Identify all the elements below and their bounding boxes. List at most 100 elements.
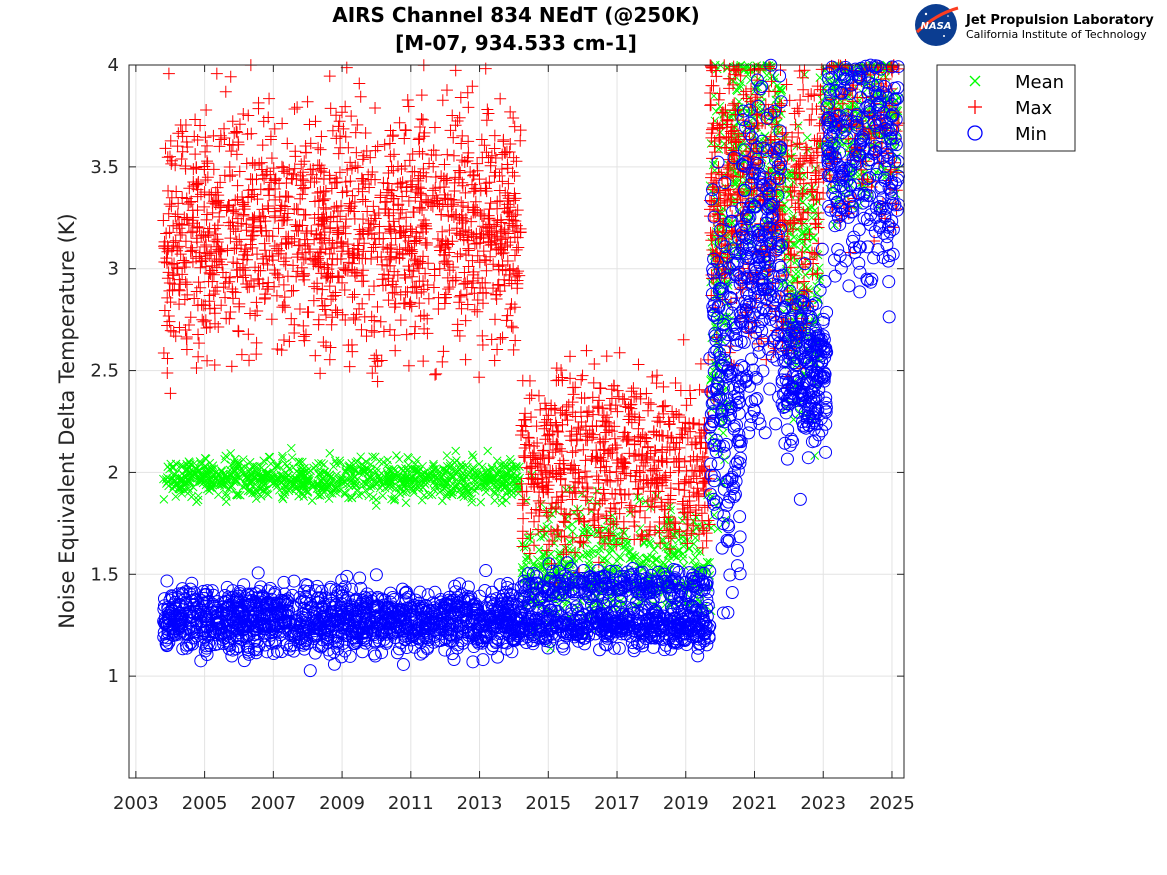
mean-point: [371, 501, 381, 511]
mean-point: [278, 453, 287, 463]
mean-point: [702, 557, 712, 567]
mean-point: [616, 553, 626, 563]
mean-point: [460, 482, 470, 491]
mean-point: [651, 555, 660, 564]
mean-point: [319, 460, 329, 469]
mean-point: [214, 490, 223, 500]
mean-point: [585, 556, 594, 566]
mean-point: [429, 461, 438, 471]
mean-point: [507, 490, 516, 500]
mean-point: [625, 508, 635, 518]
mean-point: [205, 483, 215, 492]
mean-point: [512, 481, 522, 490]
mean-point: [296, 463, 306, 473]
mean-point: [204, 465, 214, 474]
mean-point: [649, 545, 659, 555]
mean-point: [325, 488, 335, 498]
mean-point: [427, 490, 437, 500]
mean-point: [406, 475, 415, 485]
data-points: [157, 58, 905, 678]
mean-point: [684, 544, 694, 554]
mean-point: [349, 464, 359, 474]
mean-point: [184, 457, 194, 466]
mean-point: [568, 527, 577, 536]
mean-point: [221, 489, 231, 498]
mean-point: [200, 471, 209, 481]
mean-point: [468, 453, 478, 462]
mean-point: [452, 456, 461, 465]
mean-point: [440, 469, 450, 478]
mean-point: [162, 473, 172, 482]
mean-point: [194, 467, 204, 477]
mean-point: [331, 483, 341, 493]
mean-point: [684, 543, 694, 553]
mean-point: [456, 490, 466, 500]
mean-point: [505, 465, 515, 474]
mean-point: [361, 457, 371, 467]
mean-point: [647, 552, 656, 562]
mean-point: [317, 476, 326, 486]
mean-point: [675, 545, 685, 555]
mean-point: [512, 461, 521, 471]
mean-point: [407, 464, 417, 474]
mean-point: [630, 552, 640, 561]
mean-point: [497, 470, 506, 480]
mean-point: [637, 563, 647, 573]
mean-point: [163, 477, 172, 486]
mean-point: [534, 545, 544, 555]
mean-point: [455, 485, 465, 495]
mean-point: [501, 482, 510, 492]
mean-point: [481, 487, 491, 497]
mean-point: [430, 481, 440, 490]
mean-point: [619, 541, 629, 551]
mean-point: [395, 454, 404, 464]
mean-point: [245, 465, 255, 474]
mean-point: [429, 472, 439, 482]
mean-point: [344, 493, 353, 503]
mean-point: [418, 470, 428, 480]
mean-point: [577, 489, 587, 498]
mean-point: [409, 488, 419, 498]
mean-point: [300, 463, 309, 473]
mean-point: [159, 495, 169, 504]
mean-point: [494, 465, 504, 475]
mean-point: [372, 464, 382, 474]
mean-point: [206, 475, 216, 485]
mean-point: [217, 467, 227, 476]
mean-point: [585, 549, 595, 558]
mean-point: [407, 472, 417, 482]
mean-point: [658, 558, 668, 567]
mean-point: [513, 488, 523, 498]
mean-point: [417, 495, 427, 505]
mean-point: [492, 456, 502, 466]
mean-point: [441, 476, 451, 486]
mean-point: [347, 492, 356, 502]
mean-point: [517, 562, 527, 572]
mean-point: [447, 465, 457, 475]
mean-point: [177, 489, 187, 498]
mean-point: [288, 474, 298, 484]
mean-point: [317, 458, 326, 468]
mean-point: [224, 484, 233, 494]
mean-point: [314, 469, 323, 479]
mean-point: [383, 469, 392, 478]
mean-point: [420, 480, 430, 489]
mean-point: [607, 545, 617, 555]
mean-point: [451, 446, 461, 456]
mean-point: [493, 476, 503, 485]
mean-point: [221, 470, 231, 480]
mean-point: [488, 474, 498, 484]
mean-point: [299, 480, 308, 490]
mean-point: [540, 547, 550, 557]
mean-point: [485, 468, 495, 478]
mean-point: [352, 457, 362, 466]
mean-point: [392, 451, 401, 460]
mean-point: [314, 459, 323, 468]
mean-point: [428, 465, 438, 474]
mean-point: [467, 494, 477, 504]
mean-point: [250, 488, 260, 498]
mean-point: [238, 482, 248, 492]
mean-point: [220, 454, 229, 464]
mean-point: [368, 452, 377, 462]
mean-point: [483, 476, 493, 485]
